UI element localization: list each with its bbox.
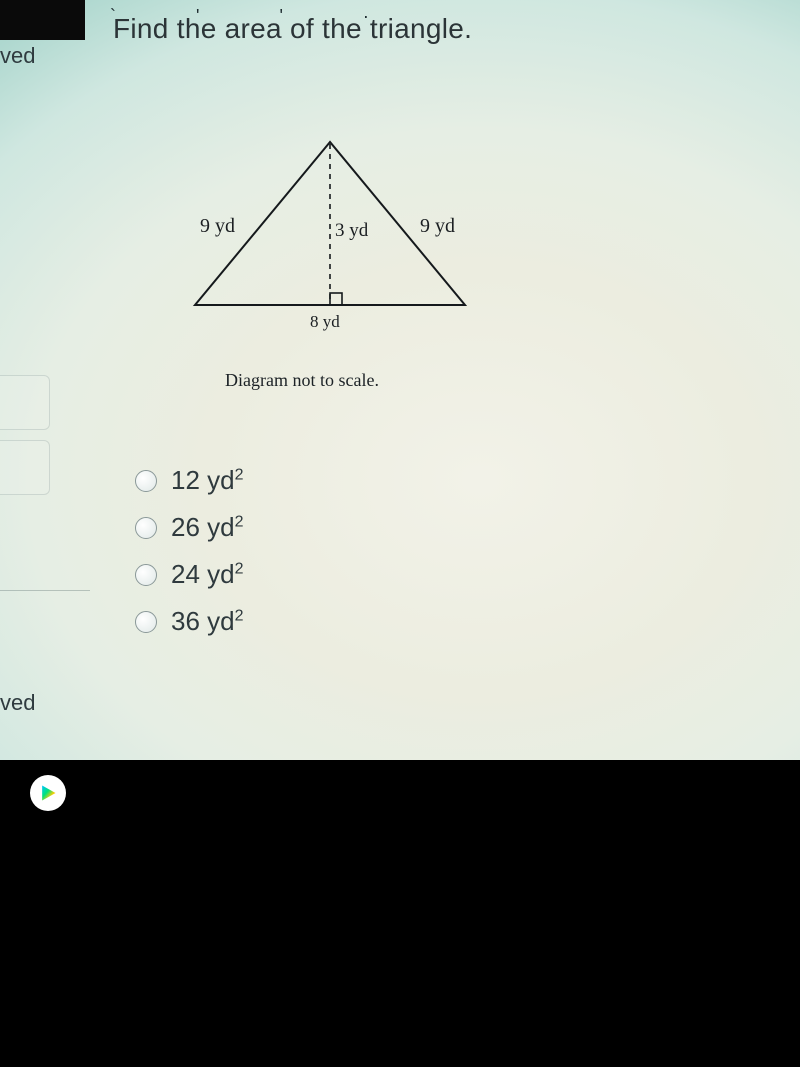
option-c[interactable]: 24 yd2	[135, 559, 244, 590]
label-right-side: 9 yd	[420, 215, 455, 238]
device-bottom-bar	[0, 760, 800, 1067]
triangle-diagram: 9 yd 9 yd 3 yd 8 yd	[185, 130, 475, 340]
sidebar-ghost-2	[0, 440, 50, 495]
play-triangle-icon	[38, 783, 58, 803]
radio-icon	[135, 611, 157, 633]
option-label: 36 yd2	[171, 606, 244, 637]
sidebar-fragment-bottom: ved	[0, 690, 35, 716]
sidebar-divider	[0, 590, 90, 591]
radio-icon	[135, 470, 157, 492]
option-label: 12 yd2	[171, 465, 244, 496]
radio-icon	[135, 564, 157, 586]
option-label: 26 yd2	[171, 512, 244, 543]
sidebar-ghost-1	[0, 375, 50, 430]
label-base: 8 yd	[310, 312, 340, 332]
sidebar-fragment-top: ved	[0, 43, 35, 69]
option-d[interactable]: 36 yd2	[135, 606, 244, 637]
answer-options: 12 yd2 26 yd2 24 yd2 36 yd2	[135, 465, 244, 637]
option-a[interactable]: 12 yd2	[135, 465, 244, 496]
play-store-icon[interactable]	[30, 775, 66, 811]
quiz-screen: `''· ved Find the area of the triangle. …	[0, 0, 800, 760]
label-altitude: 3 yd	[335, 220, 368, 242]
option-b[interactable]: 26 yd2	[135, 512, 244, 543]
question-text: Find the area of the triangle.	[113, 13, 472, 45]
label-left-side: 9 yd	[200, 215, 235, 238]
radio-icon	[135, 517, 157, 539]
redaction-box	[0, 0, 85, 40]
option-label: 24 yd2	[171, 559, 244, 590]
diagram-caption: Diagram not to scale.	[225, 370, 379, 391]
